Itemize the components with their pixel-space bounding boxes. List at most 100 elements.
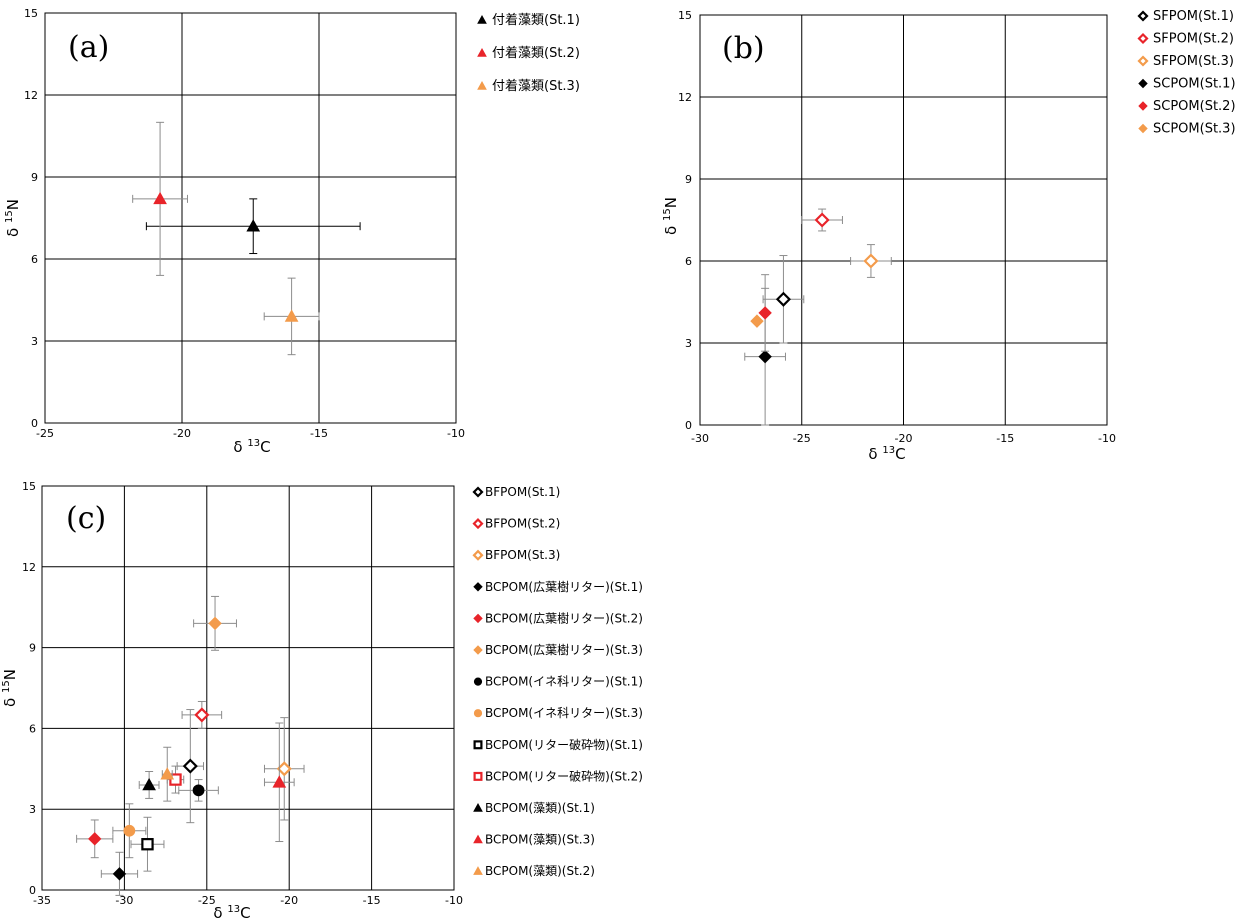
x-axis-title: δ 13C	[213, 904, 250, 920]
legend-label: BCPOM(リター破砕物)(St.2)	[485, 768, 643, 783]
y-tick-label: 15	[24, 7, 38, 20]
legend-item: BCPOM(イネ科リター)(St.1)	[473, 675, 643, 689]
y-tick-label: 12	[24, 89, 38, 102]
legend-marker	[472, 486, 484, 498]
legend-marker	[473, 645, 483, 655]
x-tick-label: -10	[445, 894, 463, 907]
y-tick-label: 0	[31, 417, 38, 430]
x-tick-label: -25	[198, 894, 216, 907]
x-tick-label: -15	[996, 432, 1014, 445]
x-tick-label: -30	[115, 894, 133, 907]
legend-marker	[1138, 101, 1148, 111]
legend: 付着藻類(St.1) 付着藻類(St.2) 付着藻類(St.3)	[477, 12, 580, 94]
y-tick-label: 0	[685, 419, 692, 432]
legend-item: BFPOM(St.2)	[472, 517, 560, 531]
legend-label: BCPOM(藻類)(St.3)	[485, 833, 595, 847]
y-tick-label: 3	[29, 803, 36, 816]
data-series	[100, 851, 139, 896]
legend-item: BCPOM(広葉樹リター)(St.2)	[473, 611, 643, 625]
plot-area	[44, 12, 457, 424]
data-series	[750, 314, 764, 328]
y-tick-label: 12	[678, 91, 692, 104]
legend-marker	[477, 14, 487, 24]
legend-label: BFPOM(St.1)	[485, 485, 560, 499]
legend-item: BCPOM(リター破砕物)(St.1)	[473, 737, 643, 752]
legend-marker	[473, 802, 483, 812]
data-point	[153, 191, 167, 205]
y-tick-label: 6	[31, 253, 38, 266]
legend-marker	[473, 834, 483, 844]
data-series	[160, 746, 175, 802]
y-axis-title: δ 15N	[1, 669, 19, 707]
legend-label: BCPOM(広葉樹リター)(St.2)	[485, 611, 643, 625]
y-tick-label: 12	[22, 561, 36, 574]
legend-item: BCPOM(広葉樹リター)(St.1)	[473, 580, 643, 594]
legend-marker	[473, 771, 483, 781]
data-series	[76, 819, 114, 859]
legend-item: SFPOM(St.1)	[1137, 9, 1234, 24]
x-axis-title: δ 13C	[868, 445, 905, 463]
legend-label: SCPOM(St.1)	[1153, 77, 1236, 92]
legend-item: BCPOM(藻類)(St.2)	[473, 864, 595, 878]
legend-item: BCPOM(藻類)(St.1)	[473, 801, 595, 815]
y-tick-label: 6	[685, 255, 692, 268]
data-point	[814, 212, 830, 228]
legend-marker	[1137, 10, 1149, 22]
legend-item: BCPOM(イネ科リター)(St.3)	[473, 706, 643, 720]
legend-marker	[1137, 32, 1149, 45]
y-tick-label: 9	[29, 642, 36, 655]
legend-label: BCPOM(広葉樹リター)(St.3)	[485, 643, 643, 657]
legend-item: 付着藻類(St.1)	[477, 12, 580, 28]
legend: BFPOM(St.1) BFPOM(St.2) BFPOM(St.3) BCPOM(広…	[472, 485, 643, 878]
legend-item: SCPOM(St.1)	[1138, 77, 1236, 92]
legend-label: BCPOM(イネ科リター)(St.1)	[485, 675, 643, 689]
data-series	[176, 709, 205, 824]
legend-item: BFPOM(St.1)	[472, 485, 560, 499]
y-tick-label: 6	[29, 722, 36, 735]
data-series	[138, 770, 160, 799]
legend-marker	[473, 740, 483, 750]
x-axis-title: δ 13C	[233, 438, 270, 456]
y-tick-label: 9	[31, 171, 38, 184]
legend-label: BCPOM(リター破砕物)(St.1)	[485, 737, 643, 752]
legend-marker	[1137, 55, 1149, 67]
x-tick-label: -15	[310, 427, 328, 440]
legend-item: BCPOM(リター破砕物)(St.2)	[473, 768, 643, 783]
x-tick-label: -15	[363, 894, 381, 907]
data-point	[194, 707, 210, 723]
legend-label: BCPOM(広葉樹リター)(St.1)	[485, 580, 643, 594]
data-point	[142, 777, 156, 791]
data-point	[88, 832, 102, 846]
legend-label: SFPOM(St.2)	[1153, 32, 1234, 47]
data-series	[130, 816, 165, 872]
legend-label: SCPOM(St.2)	[1153, 99, 1236, 114]
data-point	[208, 616, 222, 631]
legend-marker	[473, 677, 483, 686]
legend-label: BFPOM(St.2)	[485, 517, 560, 531]
legend-item: SFPOM(St.2)	[1137, 32, 1234, 47]
panel-label: (b)	[722, 31, 765, 66]
legend-label: SCPOM(St.3)	[1153, 122, 1236, 137]
legend-label: BCPOM(藻類)(St.1)	[485, 801, 595, 815]
legend-marker	[1138, 123, 1148, 134]
y-tick-label: 15	[678, 9, 692, 22]
data-series	[112, 803, 147, 859]
legend-marker	[472, 518, 484, 530]
data-series	[263, 277, 320, 356]
data-point	[112, 867, 127, 881]
legend-item: SCPOM(St.3)	[1138, 122, 1236, 137]
y-tick-label: 3	[685, 337, 692, 350]
chart-panel-c: -35 -30 -25 -20 -15 -10 0 3 6 9 12 15 (c) δ 13C δ 15N B…	[1, 480, 643, 922]
legend: SFPOM(St.1) SFPOM(St.2) SFPOM(St.3) SCPOM(S…	[1137, 9, 1236, 137]
x-tick-label: -10	[1098, 432, 1116, 445]
legend-label: 付着藻類(St.1)	[492, 12, 580, 28]
legend-item: SCPOM(St.2)	[1138, 99, 1236, 114]
data-series	[193, 595, 237, 651]
data-series	[850, 244, 892, 278]
legend-item: BFPOM(St.3)	[472, 548, 560, 562]
data-point	[123, 824, 136, 837]
legend-label: 付着藻類(St.3)	[492, 78, 580, 94]
data-point	[246, 219, 261, 232]
legend-marker	[473, 582, 483, 592]
